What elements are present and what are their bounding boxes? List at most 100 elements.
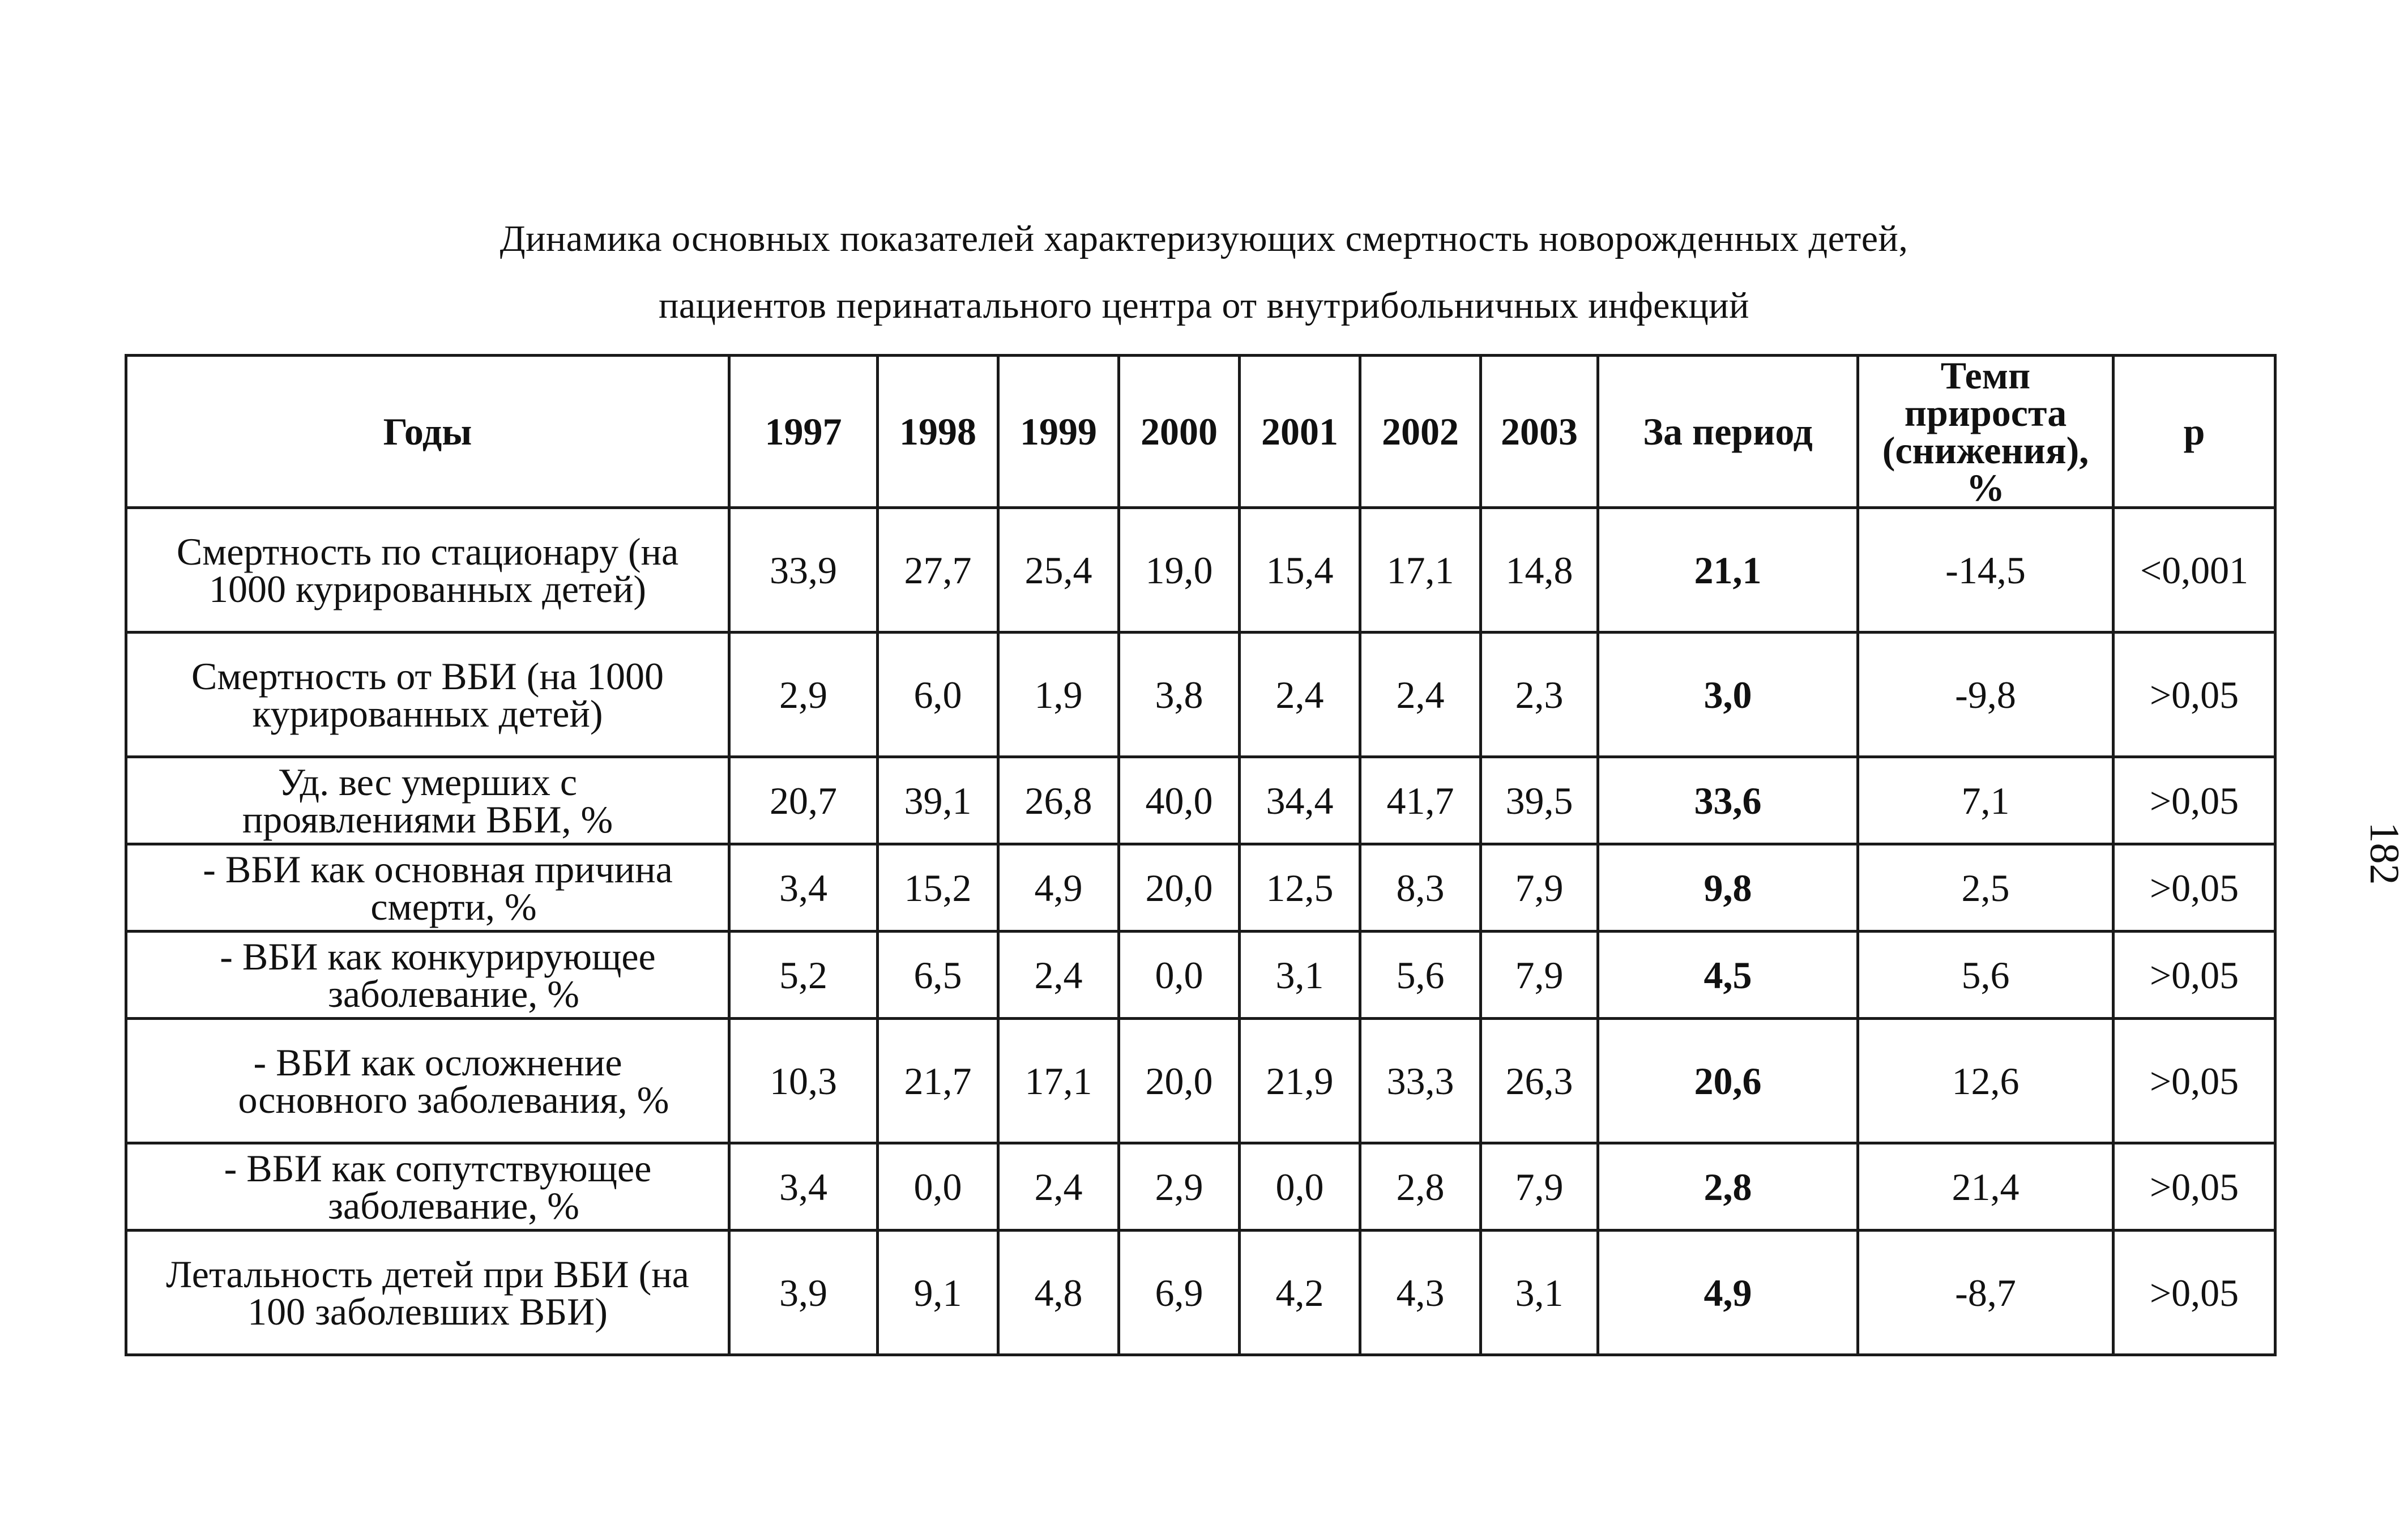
- growth-rate-cell: 21,4: [1856, 1142, 2115, 1232]
- value-cell-2000: 0,0: [1117, 930, 1241, 1020]
- value-cell-2000: 3,8: [1117, 631, 1241, 758]
- value-cell-2002: 2,8: [1359, 1142, 1482, 1232]
- value-cell-2001: 34,4: [1238, 755, 1361, 845]
- header-years-label: Годы: [125, 354, 731, 509]
- mortality-table: Годы 1997 1998 1999 2000 2001 2002 2003 …: [125, 354, 2277, 1356]
- table-caption-line-2: пациентов перинатального центра от внутр…: [659, 285, 1749, 326]
- growth-rate-cell: -9,8: [1856, 631, 2115, 758]
- p-value-cell: >0,05: [2112, 1229, 2277, 1356]
- growth-rate-cell: -14,5: [1856, 506, 2115, 634]
- table-caption-line-1: Динамика основных показателей характериз…: [499, 218, 1909, 259]
- header-year-2003: 2003: [1479, 354, 1599, 509]
- row-label: - ВБИ как основная причина смерти, %: [125, 843, 731, 933]
- header-p-value: р: [2112, 354, 2277, 509]
- value-cell-2001: 2,4: [1238, 631, 1361, 758]
- period-cell: 20,6: [1596, 1017, 1859, 1144]
- growth-rate-cell: -8,7: [1856, 1229, 2115, 1356]
- value-cell-1997: 10,3: [728, 1017, 879, 1144]
- growth-rate-cell: 7,1: [1856, 755, 2115, 845]
- table-row: - ВБИ как сопутствующее заболевание, % 3,4…: [125, 1142, 2277, 1232]
- value-cell-2003: 7,9: [1479, 930, 1599, 1020]
- row-label-line-2: заболевание, %: [328, 1184, 579, 1227]
- value-cell-2000: 19,0: [1117, 506, 1241, 634]
- table-row: - ВБИ как основная причина смерти, % 3,4 15…: [125, 843, 2277, 933]
- row-label: Уд. вес умерших с проявлениями ВБИ, %: [125, 755, 731, 845]
- row-label: - ВБИ как сопутствующее заболевание, %: [125, 1142, 731, 1232]
- value-cell-1998: 6,0: [876, 631, 1000, 758]
- period-cell: 3,0: [1596, 631, 1859, 758]
- value-cell-1999: 1,9: [997, 631, 1120, 758]
- table-row: Летальность детей при ВБИ (на 100 заболев…: [125, 1229, 2277, 1356]
- value-cell-2003: 7,9: [1479, 843, 1599, 933]
- value-cell-2000: 20,0: [1117, 843, 1241, 933]
- value-cell-1999: 4,9: [997, 843, 1120, 933]
- value-cell-1998: 21,7: [876, 1017, 1000, 1144]
- value-cell-1998: 6,5: [876, 930, 1000, 1020]
- p-value-cell: >0,05: [2112, 930, 2277, 1020]
- row-label: - ВБИ как осложнение основного заболевани…: [125, 1017, 731, 1144]
- period-cell: 33,6: [1596, 755, 1859, 845]
- value-cell-1998: 39,1: [876, 755, 1000, 845]
- value-cell-1999: 2,4: [997, 930, 1120, 1020]
- header-year-2000: 2000: [1117, 354, 1241, 509]
- value-cell-2002: 8,3: [1359, 843, 1482, 933]
- value-cell-1997: 2,9: [728, 631, 879, 758]
- value-cell-2001: 12,5: [1238, 843, 1361, 933]
- value-cell-2002: 5,6: [1359, 930, 1482, 1020]
- row-label-line-1: Уд. вес умерших с: [277, 760, 578, 804]
- growth-rate-cell: 5,6: [1856, 930, 2115, 1020]
- row-label: - ВБИ как конкурирующее заболевание, %: [125, 930, 731, 1020]
- header-period: За период: [1596, 354, 1859, 509]
- row-label-line-1: Смертность от ВБИ (на 1000: [191, 654, 664, 698]
- value-cell-2002: 17,1: [1359, 506, 1482, 634]
- p-value-cell: >0,05: [2112, 843, 2277, 933]
- row-label-line-2: заболевание, %: [328, 972, 579, 1015]
- value-cell-2000: 2,9: [1117, 1142, 1241, 1232]
- value-cell-1998: 15,2: [876, 843, 1000, 933]
- value-cell-2002: 2,4: [1359, 631, 1482, 758]
- period-cell: 4,5: [1596, 930, 1859, 1020]
- value-cell-1997: 3,4: [728, 1142, 879, 1232]
- value-cell-1998: 9,1: [876, 1229, 1000, 1356]
- row-label-line-2: курированных детей): [252, 691, 603, 735]
- value-cell-2001: 0,0: [1238, 1142, 1361, 1232]
- header-year-1997: 1997: [728, 354, 879, 509]
- row-label: Смертность от ВБИ (на 1000 курированных д…: [125, 631, 731, 758]
- row-label-line-1: Летальность детей при ВБИ (на: [166, 1252, 689, 1296]
- period-cell: 2,8: [1596, 1142, 1859, 1232]
- period-cell: 4,9: [1596, 1229, 1859, 1356]
- value-cell-1998: 27,7: [876, 506, 1000, 634]
- value-cell-2003: 26,3: [1479, 1017, 1599, 1144]
- header-growth-rate-line-2: прироста: [1904, 391, 2067, 434]
- p-value-cell: >0,05: [2112, 631, 2277, 758]
- header-growth-rate-line-3: (снижения), %: [1882, 429, 2089, 508]
- value-cell-1997: 5,2: [728, 930, 879, 1020]
- value-cell-1999: 2,4: [997, 1142, 1120, 1232]
- value-cell-2001: 3,1: [1238, 930, 1361, 1020]
- table-row: - ВБИ как осложнение основного заболевани…: [125, 1017, 2277, 1144]
- value-cell-2002: 4,3: [1359, 1229, 1482, 1356]
- value-cell-2002: 33,3: [1359, 1017, 1482, 1144]
- page-number: 182: [2361, 822, 2407, 885]
- header-growth-rate-line-1: Темп: [1940, 355, 2031, 397]
- row-label-line-1: - ВБИ как конкурирующее: [220, 934, 656, 978]
- row-label-line-2: 100 заболевших ВБИ): [247, 1289, 608, 1333]
- header-year-2002: 2002: [1359, 354, 1482, 509]
- period-cell: 21,1: [1596, 506, 1859, 634]
- table-row: Смертность от ВБИ (на 1000 курированных д…: [125, 631, 2277, 758]
- table-row: Смертность по стационару (на 1000 куриров…: [125, 506, 2277, 634]
- value-cell-1999: 17,1: [997, 1017, 1120, 1144]
- row-label-line-2: смерти, %: [370, 885, 537, 928]
- header-year-1999: 1999: [997, 354, 1120, 509]
- row-label-line-1: Смертность по стационару (на: [176, 529, 679, 573]
- value-cell-2001: 4,2: [1238, 1229, 1361, 1356]
- value-cell-2002: 41,7: [1359, 755, 1482, 845]
- value-cell-2003: 2,3: [1479, 631, 1599, 758]
- p-value-cell: <0,001: [2112, 506, 2277, 634]
- row-label-line-1: - ВБИ как осложнение: [253, 1040, 622, 1084]
- header-year-1998: 1998: [876, 354, 1000, 509]
- value-cell-2003: 7,9: [1479, 1142, 1599, 1232]
- row-label-line-2: 1000 курированных детей): [208, 567, 647, 610]
- row-label: Смертность по стационару (на 1000 куриров…: [125, 506, 731, 634]
- value-cell-2003: 14,8: [1479, 506, 1599, 634]
